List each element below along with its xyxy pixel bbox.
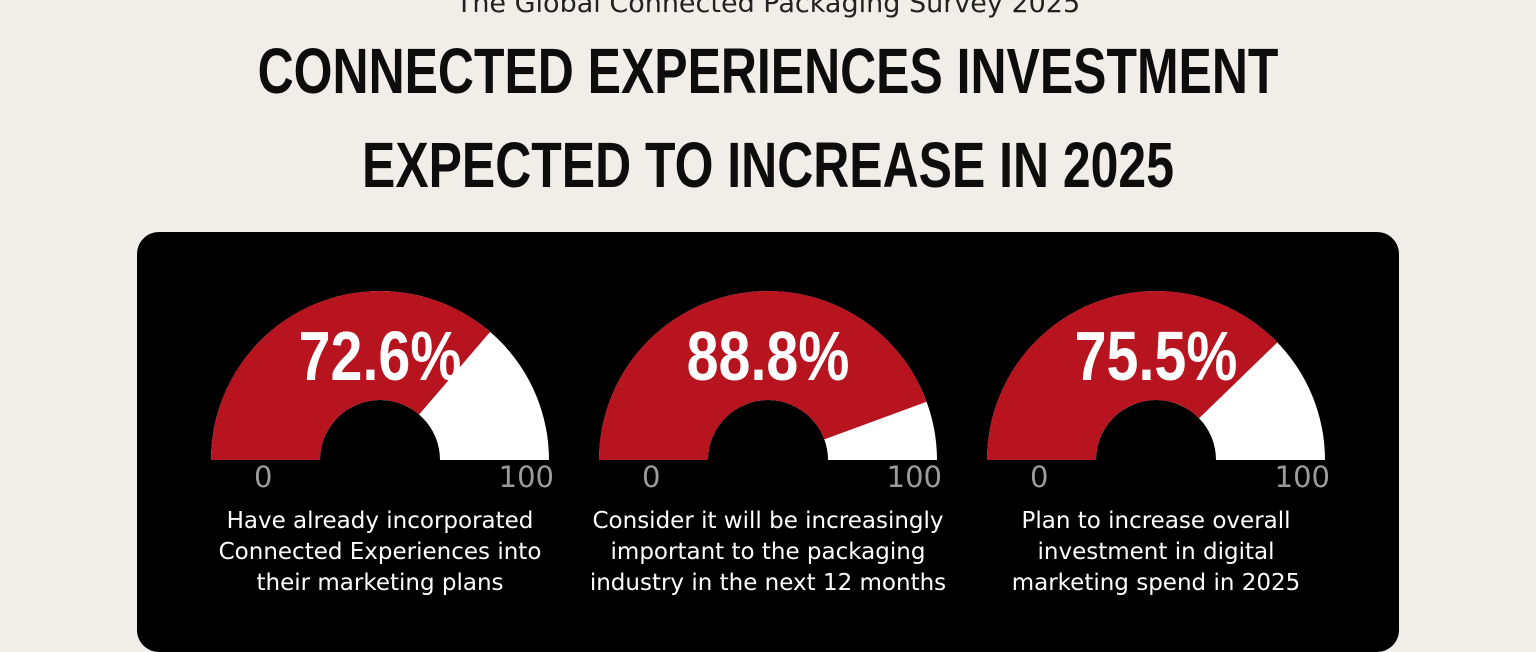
gauge-2-caption: Consider it will be increasingly importa… [578, 506, 958, 599]
gauge-2-caption-line-3: industry in the next 12 months [589, 570, 947, 596]
gauge-2-min-label: 0 [642, 460, 661, 494]
gauge-3-max-label: 100 [1274, 460, 1330, 494]
gauge-3-value: 75.5% [1074, 317, 1238, 395]
gauge-1-min-label: 0 [254, 460, 273, 494]
gauge-1-caption-line-1: Have already incorporated [226, 508, 534, 534]
gauge-3-min-label: 0 [1030, 460, 1049, 494]
gauge-1-value-arc [211, 291, 491, 460]
headline-line-2: EXPECTED TO INCREASE IN 2025 [362, 129, 1174, 201]
survey-subtitle: The Global Connected Packaging Survey 20… [455, 0, 1081, 19]
gauge-3-caption-line-2: investment in digital [1037, 539, 1275, 565]
gauge-2-max-label: 100 [886, 460, 942, 494]
headline-line-1: CONNECTED EXPERIENCES INVESTMENT [257, 35, 1279, 107]
gauge-1-max-label: 100 [498, 460, 554, 494]
gauge-2-value: 88.8% [686, 317, 850, 395]
gauge-2-value-arc [599, 290, 927, 460]
gauge-1-value: 72.6% [298, 317, 462, 395]
gauge-3-caption: Plan to increase overall investment in d… [966, 506, 1346, 599]
gauge-3-value-arc [987, 291, 1278, 460]
gauge-1-caption: Have already incorporated Connected Expe… [190, 506, 570, 599]
gauge-1: 72.6% 0 100 Have already incorporated Co… [210, 288, 554, 608]
gauge-1-dial [211, 291, 549, 460]
stats-panel: 72.6% 0 100 Have already incorporated Co… [137, 232, 1399, 652]
gauge-3-caption-line-1: Plan to increase overall [1021, 508, 1291, 534]
gauge-1-caption-line-3: their marketing plans [256, 570, 504, 596]
gauge-3-dial [987, 291, 1325, 460]
gauge-2-caption-line-2: important to the packaging [610, 539, 926, 565]
gauge-2-caption-line-1: Consider it will be increasingly [592, 508, 944, 534]
gauge-1-caption-line-2: Connected Experiences into [218, 539, 542, 565]
gauge-3-caption-line-3: marketing spend in 2025 [1011, 570, 1301, 596]
gauge-2-dial [599, 290, 937, 460]
gauge-3: 75.5% 0 100 Plan to increase overall inv… [986, 288, 1330, 608]
gauge-2: 88.8% 0 100 Consider it will be increasi… [590, 288, 946, 608]
